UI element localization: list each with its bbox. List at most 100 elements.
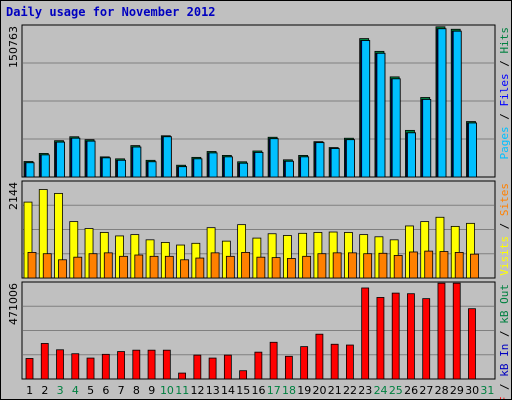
bar-kbf [40, 343, 49, 380]
bar-sites [103, 252, 113, 279]
x-tick-label: 2 [41, 384, 48, 397]
series-legend: Pages / Files / Hits [498, 27, 511, 160]
legend-part: Files [498, 73, 511, 106]
legend-part: Sites [498, 183, 511, 216]
x-tick-label: 1 [26, 384, 33, 397]
x-tick-label: 12 [190, 384, 204, 397]
x-tick-label: 18 [282, 384, 296, 397]
bar-sites [378, 252, 388, 279]
legend-part: / [498, 54, 511, 74]
x-tick-label: 15 [236, 384, 250, 397]
bar-sites [439, 251, 449, 279]
bar-pages [25, 162, 35, 178]
bar-sites [241, 252, 251, 279]
bar-sites [454, 252, 464, 279]
bar-pages [223, 156, 233, 178]
bar-sites [195, 257, 205, 279]
x-tick-label: 17 [267, 384, 281, 397]
bar-kbf [208, 357, 217, 380]
bar-kbf [437, 282, 446, 380]
bar-pages [269, 138, 279, 178]
series-legend: Visits / Sites [498, 183, 511, 276]
bar-kbf [56, 349, 64, 380]
bar-pages [71, 137, 81, 178]
bar-pages [468, 122, 477, 178]
x-tick-label: 20 [313, 384, 327, 397]
bar-pages [86, 140, 96, 178]
legend-part: kB F [498, 397, 511, 399]
bar-kbf [468, 308, 476, 380]
bar-sites [58, 259, 67, 279]
bar-sites [317, 253, 327, 279]
bar-sites [88, 253, 98, 279]
x-tick-label: 13 [206, 384, 220, 397]
bar-sites [42, 253, 52, 279]
bar-kbf [239, 370, 248, 380]
bar-kbf [452, 282, 461, 380]
y-max-label: 150763 [7, 26, 20, 68]
bar-sites [302, 255, 312, 279]
bar-kbf [25, 358, 34, 380]
bar-sites [409, 251, 418, 279]
bar-pages [40, 154, 50, 178]
bar-kbf [101, 353, 110, 380]
y-max-label: 471006 [7, 283, 20, 325]
bar-sites [256, 256, 266, 279]
bar-kbf [162, 349, 171, 380]
x-tick-label: 28 [435, 384, 449, 397]
x-tick-label: 22 [343, 384, 357, 397]
bar-pages [193, 158, 203, 178]
x-tick-label: 23 [358, 384, 372, 397]
legend-part: Visits [498, 236, 511, 276]
bar-sites [332, 252, 342, 279]
bar-kbf [132, 349, 141, 380]
bar-sites [286, 258, 296, 279]
bar-pages [422, 99, 432, 178]
bar-pages [208, 152, 218, 178]
bar-kbf [422, 298, 431, 380]
x-tick-label: 4 [72, 384, 79, 397]
legend-part: Hits [498, 27, 511, 54]
x-tick-label: 26 [404, 384, 418, 397]
bar-sites [180, 259, 189, 279]
bar-kbf [361, 287, 370, 380]
bar-sites [470, 253, 479, 279]
bar-sites [271, 257, 281, 279]
bar-kbf [178, 372, 186, 380]
legend-part: / [498, 377, 511, 397]
bar-sites [119, 255, 128, 279]
bar-kbf [269, 341, 278, 380]
bar-sites [424, 250, 434, 279]
bar-pages [284, 160, 294, 178]
legend-part: / [498, 107, 511, 127]
bar-kbf [407, 293, 415, 380]
bar-pages [162, 136, 172, 178]
bar-kbf [223, 354, 232, 380]
bar-kbf [86, 357, 95, 380]
bar-pages [376, 52, 386, 178]
x-tick-label: 29 [450, 384, 464, 397]
legend-part: Pages [498, 126, 511, 159]
bar-kbf [300, 346, 309, 380]
bar-kbf [346, 344, 354, 380]
x-tick-label: 9 [148, 384, 155, 397]
x-tick-label: 3 [57, 384, 64, 397]
bar-kbf [284, 355, 293, 380]
bar-pages [452, 30, 462, 178]
bar-pages [330, 148, 340, 178]
x-tick-label: 24 [374, 384, 388, 397]
bar-pages [407, 132, 416, 178]
bar-sites [73, 256, 83, 279]
bar-sites [134, 254, 144, 279]
legend-part: / [498, 324, 511, 344]
legend-part: kB In [498, 344, 511, 377]
bar-pages [437, 28, 447, 178]
bar-pages [254, 152, 264, 178]
series-legend: kB F / kB In / kB Out [498, 284, 511, 399]
bar-sites [363, 253, 373, 279]
bar-sites [225, 255, 235, 279]
x-tick-label: 10 [160, 384, 174, 397]
bar-kbf [71, 353, 80, 380]
bar-sites [164, 255, 174, 279]
